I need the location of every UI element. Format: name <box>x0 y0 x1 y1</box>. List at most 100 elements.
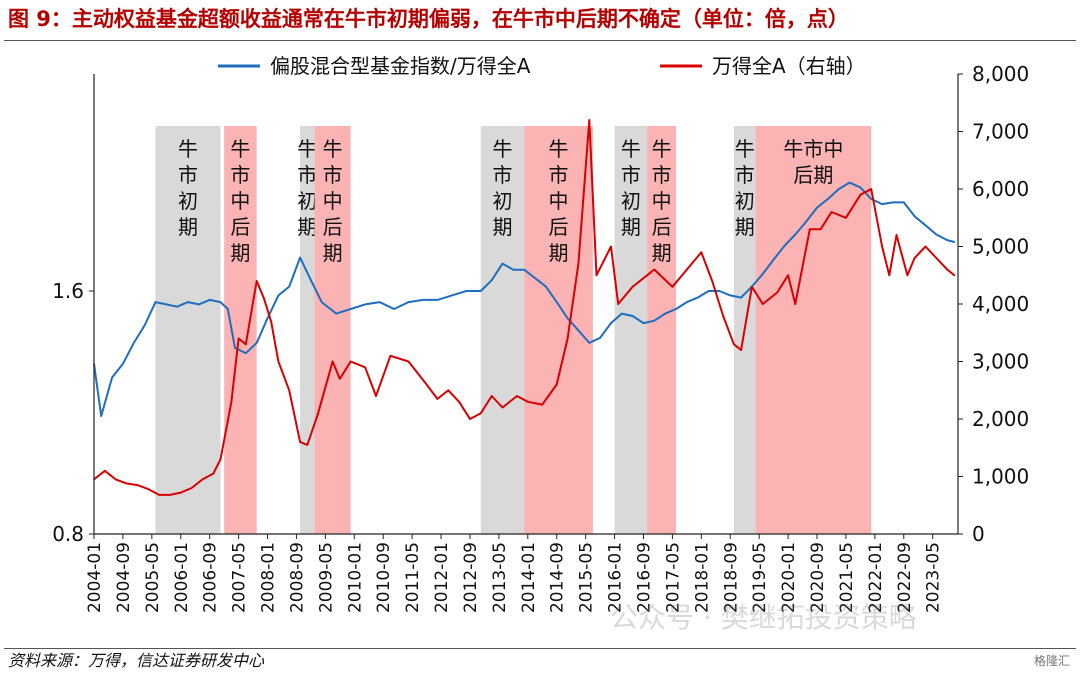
series-point <box>631 285 634 288</box>
region-label-char: 市 <box>735 163 755 187</box>
y-left-tick-label: 1.6 <box>52 279 84 303</box>
series-point <box>671 285 674 288</box>
series-point <box>158 494 160 496</box>
y-right-tick-label: 5,000 <box>972 235 1029 259</box>
chart-canvas: 牛市初期牛市中后期牛市初期牛市中后期牛市初期牛市中后期牛市初期牛市中后期牛市初期… <box>52 54 1029 613</box>
series-point <box>219 458 222 461</box>
series-point <box>646 274 648 277</box>
series-point <box>816 206 818 209</box>
series-point <box>577 262 580 265</box>
series-point <box>859 186 862 189</box>
region-label-char: 期 <box>549 241 569 265</box>
footer-divider <box>4 648 1076 649</box>
series-point <box>436 398 439 400</box>
series-point <box>830 211 833 213</box>
region-label-char: 牛 <box>230 137 250 161</box>
series-point <box>122 362 124 365</box>
series-point <box>132 342 135 344</box>
series-point <box>234 347 236 349</box>
brand-mark: 格隆汇 <box>1033 654 1070 668</box>
x-tick-label: 2010-01 <box>345 542 365 613</box>
x-tick-label: 2018-09 <box>721 542 741 613</box>
chart-legend: 偏股混合型基金指数/万得全A 万得全A（右轴） <box>218 54 866 78</box>
series-point <box>245 343 247 346</box>
series-point <box>339 377 341 380</box>
series-point <box>154 301 157 303</box>
region-label-char: 中 <box>549 189 569 213</box>
region-label-char: 期 <box>735 215 755 239</box>
series-point <box>310 279 312 282</box>
series-point <box>675 308 677 310</box>
series-point <box>179 491 182 494</box>
x-tick-label: 2014-09 <box>548 542 568 613</box>
region-band <box>224 126 257 534</box>
region-label: 牛市初期 <box>178 137 198 239</box>
x-tick-label: 2008-01 <box>259 542 279 613</box>
y-left-tick-label: 0.8 <box>52 522 84 546</box>
series-point <box>935 233 938 236</box>
region-band <box>755 126 872 534</box>
series-point <box>190 487 193 489</box>
y-right-tick-label: 3,000 <box>972 350 1029 374</box>
series-point <box>501 406 504 409</box>
series-point <box>610 322 612 324</box>
x-tick-label: 2009-05 <box>316 542 336 613</box>
series-point <box>230 400 233 403</box>
series-point <box>595 274 598 277</box>
x-tick-label: 2010-09 <box>374 542 394 613</box>
region-label-char: 市 <box>297 163 317 187</box>
series-point <box>733 343 735 346</box>
series-point <box>924 224 927 227</box>
series-point <box>700 251 703 254</box>
y-right-tick-label: 6,000 <box>972 177 1029 201</box>
x-tick-label: 2016-09 <box>634 542 654 613</box>
series-point <box>512 268 515 271</box>
x-tick-label: 2012-01 <box>432 542 452 613</box>
series-point <box>740 349 742 351</box>
series-point <box>490 395 493 397</box>
series-point <box>845 216 847 219</box>
series-point <box>136 484 139 486</box>
series-point <box>761 273 764 275</box>
x-tick-label: 2007-05 <box>230 542 250 613</box>
region-label: 牛市中后期 <box>230 137 250 265</box>
series-point <box>389 354 392 357</box>
series-point <box>906 274 909 277</box>
region-label-char: 初 <box>493 189 513 213</box>
series-point <box>631 315 634 317</box>
series-point <box>696 296 699 299</box>
series-point <box>787 274 789 277</box>
series-point <box>255 342 258 344</box>
series-point <box>881 245 883 248</box>
y-right-tick-label: 0 <box>972 522 985 546</box>
series-point <box>566 337 569 340</box>
series-point <box>534 277 536 279</box>
y-right-tick-label: 2,000 <box>972 407 1029 431</box>
series-point <box>393 308 395 310</box>
series-point <box>422 299 424 301</box>
x-tick-label: 2004-01 <box>85 542 105 613</box>
series-point <box>848 181 851 184</box>
region-label-char: 期 <box>297 215 317 239</box>
series-line <box>93 181 955 417</box>
y-right-tick-label: 1,000 <box>972 465 1029 489</box>
region-label-char: 后 <box>652 215 672 239</box>
series-point <box>317 412 319 415</box>
x-tick-label: 2023-05 <box>924 542 944 613</box>
region-label-char: 牛 <box>323 137 343 161</box>
series-point <box>751 285 753 288</box>
region-label: 牛市中后期 <box>323 137 343 265</box>
region-label-char: 初 <box>621 189 641 213</box>
series-point <box>364 366 366 369</box>
series-point <box>566 317 569 320</box>
x-tick-label: 2022-09 <box>895 542 915 613</box>
series-point <box>808 228 811 231</box>
x-tick-label: 2012-09 <box>461 542 481 613</box>
series-point <box>169 494 171 496</box>
series-point <box>686 268 688 271</box>
region-label-char: 期 <box>178 215 198 239</box>
series-point <box>545 285 547 288</box>
series-point <box>266 317 269 320</box>
series-point <box>490 279 493 282</box>
region-label-char: 市 <box>230 163 250 187</box>
